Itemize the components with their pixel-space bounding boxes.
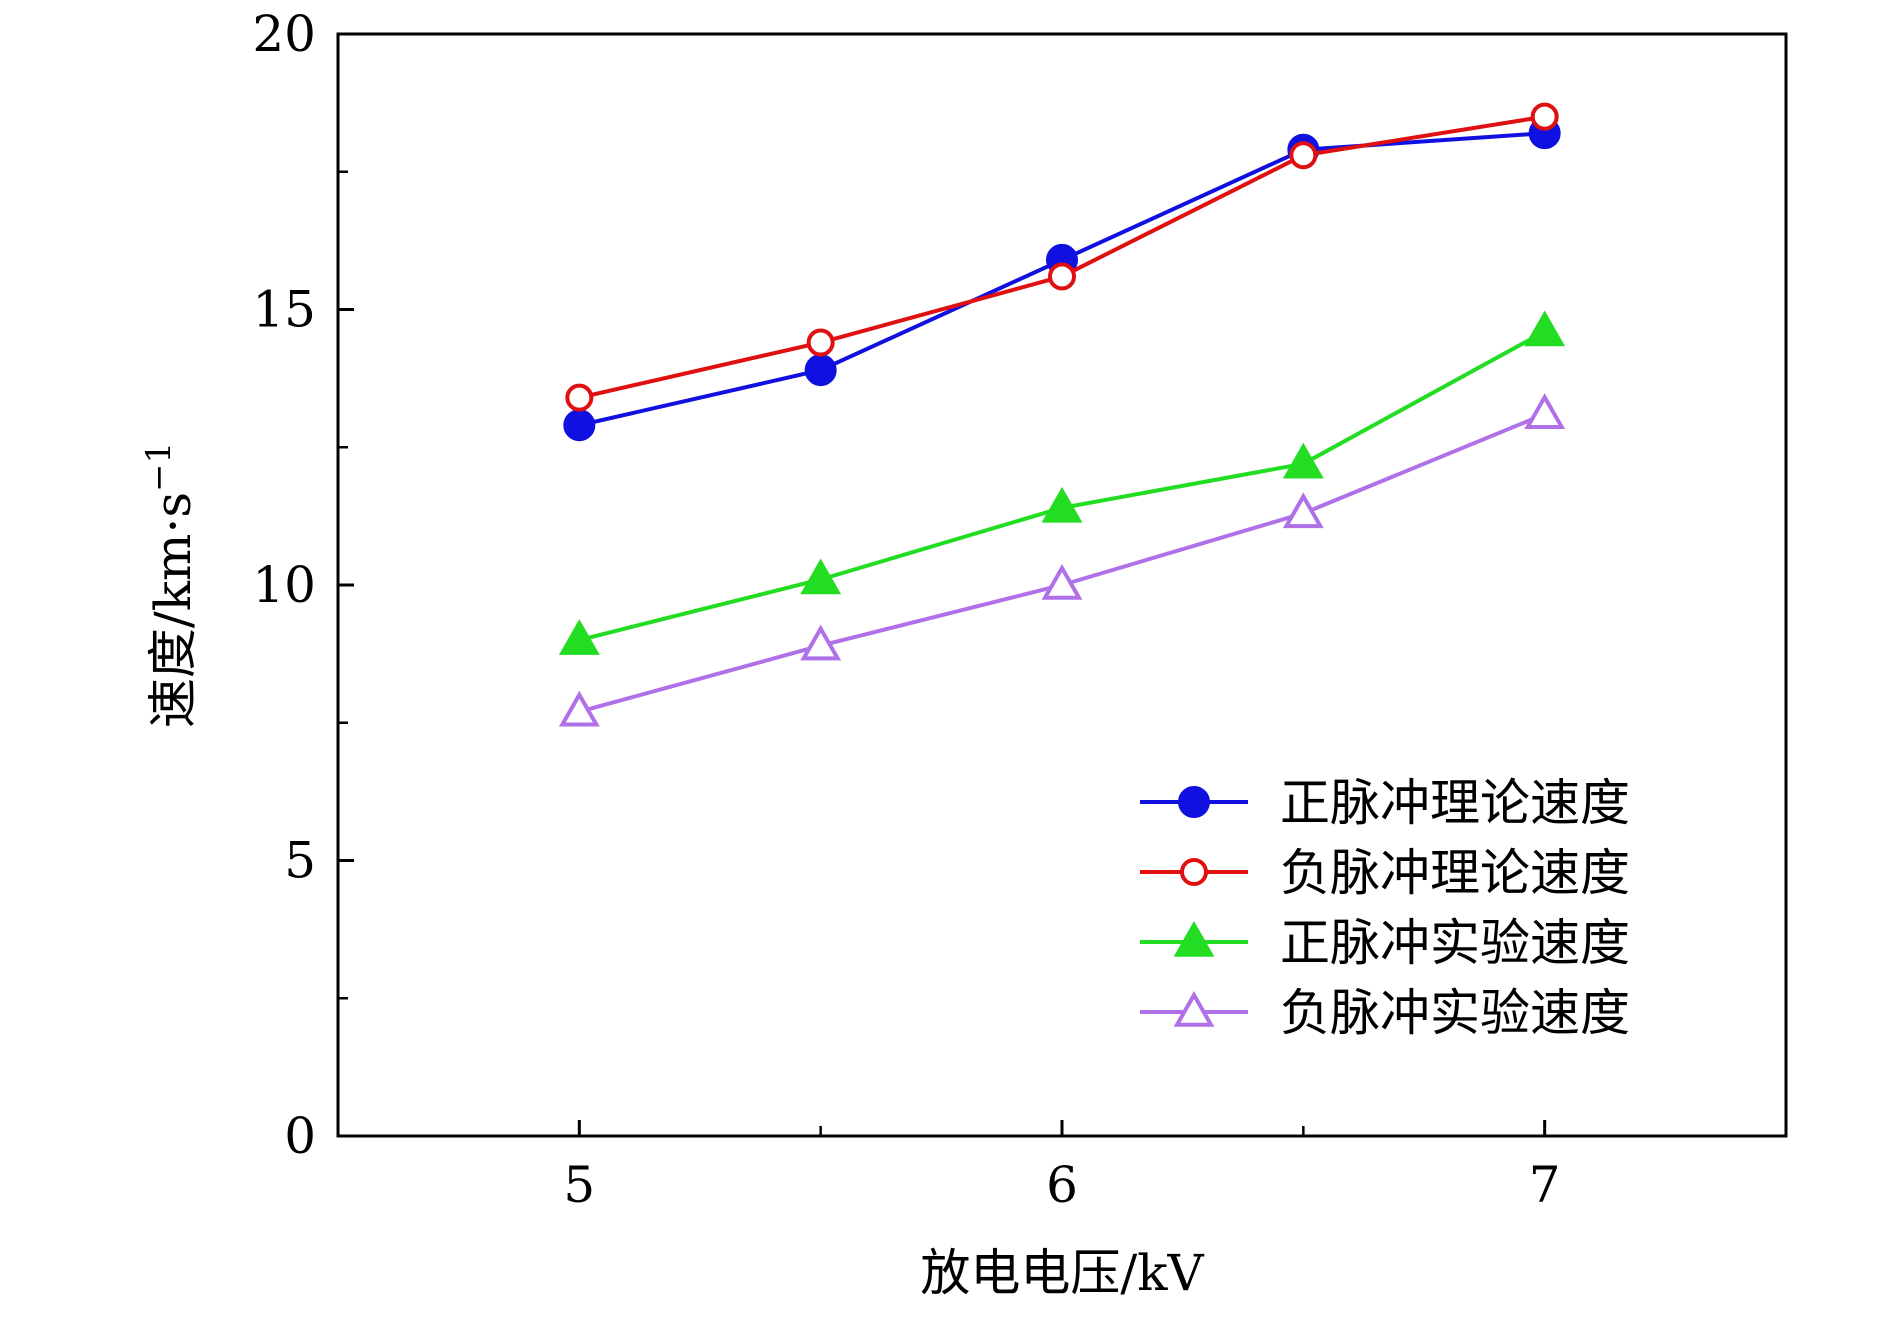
data-point: [1524, 310, 1566, 347]
x-tick-label: 7: [1529, 1156, 1561, 1214]
legend-marker: [1178, 786, 1210, 818]
data-point: [1530, 102, 1559, 131]
x-axis-title: 放电电压/kV: [920, 1244, 1204, 1302]
y-axis-title-main: 速度/km·s: [144, 492, 202, 728]
data-point: [800, 624, 842, 661]
data-point: [1282, 442, 1324, 479]
y-axis-title-superscript: −1: [139, 442, 179, 492]
data-point: [558, 619, 600, 655]
x-tick-label: 6: [1046, 1156, 1078, 1214]
legend-label: 负脉冲理论速度: [1280, 844, 1630, 902]
series-2: [565, 102, 1559, 412]
series-3: [558, 310, 1566, 655]
legend-label: 正脉冲理论速度: [1280, 774, 1630, 832]
data-point: [558, 690, 600, 727]
data-point: [1048, 262, 1076, 291]
legend-entry: 负脉冲实验速度: [1140, 984, 1630, 1042]
legend-entry: 正脉冲实验速度: [1140, 914, 1630, 972]
y-tick-label: 5: [284, 832, 316, 890]
data-point: [1041, 486, 1083, 523]
legend-entry: 负脉冲理论速度: [1140, 844, 1630, 902]
y-tick-label: 10: [252, 556, 316, 614]
y-tick-label: 0: [284, 1107, 316, 1165]
y-tick-label: 15: [252, 281, 316, 339]
data-point: [806, 328, 835, 357]
data-point: [565, 383, 594, 412]
series-layer: [558, 102, 1566, 727]
data-point: [1282, 492, 1324, 529]
y-tick-label: 20: [252, 5, 316, 63]
legend-entry: 正脉冲理论速度: [1140, 774, 1630, 832]
svg-text:速度/km·s−1: 速度/km·s−1: [139, 442, 202, 728]
data-point: [804, 354, 837, 387]
series-4: [558, 393, 1566, 727]
legend-marker: [1180, 858, 1208, 886]
series-line: [578, 412, 1546, 714]
legend-label: 正脉冲实验速度: [1280, 914, 1630, 972]
y-axis-title: 速度/km·s−1: [139, 442, 202, 728]
data-point: [563, 409, 596, 442]
data-point: [1524, 393, 1566, 429]
legend-label: 负脉冲实验速度: [1280, 984, 1630, 1042]
data-point: [800, 558, 842, 595]
data-point: [1041, 563, 1083, 600]
legend-marker: [1173, 990, 1215, 1027]
data-point: [1289, 141, 1318, 170]
y-axis: 0 5 10 15 20: [252, 5, 354, 1165]
x-tick-label: 5: [563, 1156, 595, 1214]
legend-marker: [1173, 920, 1215, 957]
x-axis: 5 6 7: [563, 1120, 1561, 1214]
